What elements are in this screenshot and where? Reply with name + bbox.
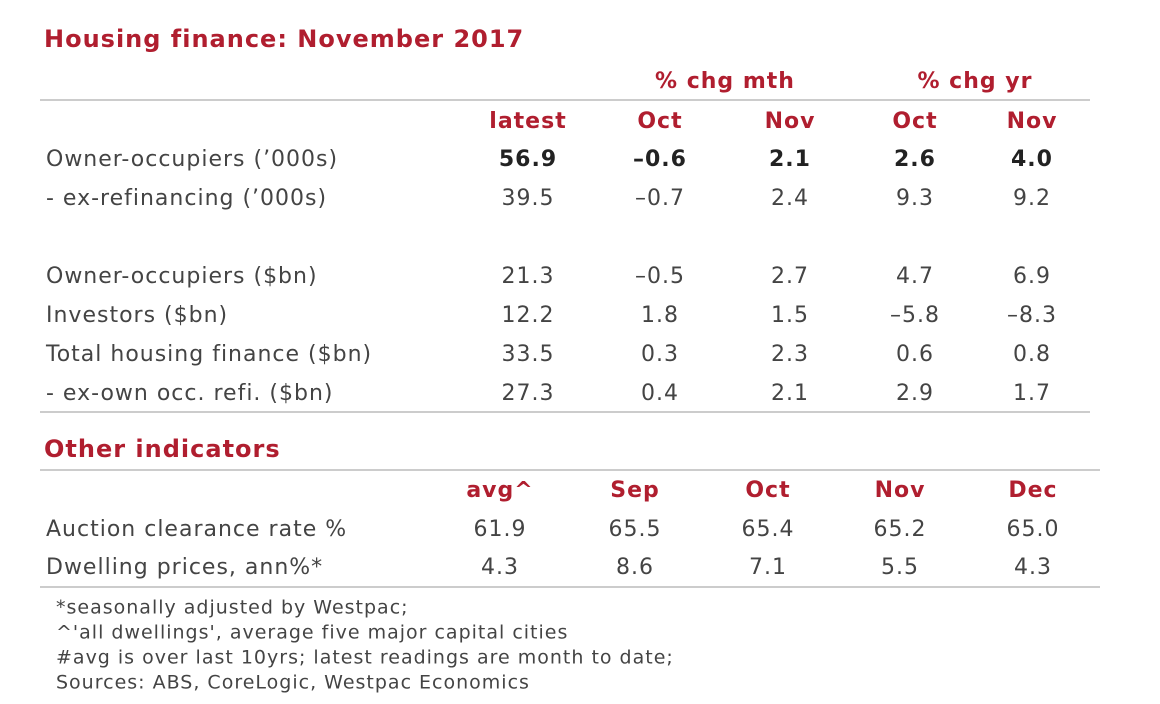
row-label: Investors ($bn) (46, 303, 228, 328)
column-header: Nov (1007, 109, 1058, 134)
cell: 0.8 (1013, 342, 1051, 367)
cell: 56.9 (499, 147, 557, 172)
cell: 27.3 (502, 381, 555, 406)
cell: 2.1 (771, 381, 809, 406)
column-header: Dec (1008, 478, 1057, 503)
cell: 65.4 (742, 517, 795, 542)
cell: 4.7 (896, 264, 934, 289)
cell: –0.5 (635, 264, 685, 289)
cell: 2.9 (896, 381, 934, 406)
section-title: Other indicators (44, 435, 281, 463)
cell: 0.4 (641, 381, 679, 406)
cell: 4.3 (1014, 555, 1052, 580)
row-label: Dwelling prices, ann%* (46, 555, 323, 580)
row-label: Owner-occupiers ($bn) (46, 264, 318, 289)
cell: 8.6 (616, 555, 654, 580)
row-label: Owner-occupiers (’000s) (46, 147, 338, 172)
cell: 9.3 (896, 186, 934, 211)
column-header: Oct (745, 478, 790, 503)
cell: 1.7 (1013, 381, 1051, 406)
column-header: Nov (765, 109, 816, 134)
cell: 9.2 (1013, 186, 1051, 211)
cell: 65.0 (1007, 517, 1060, 542)
column-header: avg^ (466, 478, 533, 503)
cell: 1.5 (771, 303, 809, 328)
column-header: latest (489, 109, 566, 134)
cell: 1.8 (641, 303, 679, 328)
group-header: % chg yr (917, 69, 1032, 94)
cell: 61.9 (474, 517, 527, 542)
column-header: Oct (637, 109, 682, 134)
cell: 2.1 (769, 147, 811, 172)
column-header: Oct (892, 109, 937, 134)
cell: 65.2 (874, 517, 927, 542)
cell: –0.7 (635, 186, 685, 211)
cell: 12.2 (502, 303, 555, 328)
row-label: Total housing finance ($bn) (45, 342, 372, 367)
column-header: Nov (875, 478, 926, 503)
cell: 5.5 (881, 555, 919, 580)
cell: 2.3 (771, 342, 809, 367)
cell: –8.3 (1007, 303, 1057, 328)
cell: 39.5 (502, 186, 555, 211)
footnote: *seasonally adjusted by Westpac; (56, 597, 409, 619)
cell: 0.3 (641, 342, 679, 367)
cell: 21.3 (502, 264, 555, 289)
cell: 0.6 (896, 342, 934, 367)
cell: 7.1 (749, 555, 787, 580)
column-header: Sep (610, 478, 660, 503)
row-label: - ex-own occ. refi. ($bn) (46, 381, 334, 406)
cell: –0.6 (633, 147, 687, 172)
footnote: Sources: ABS, CoreLogic, Westpac Economi… (56, 672, 530, 694)
cell: 4.0 (1011, 147, 1053, 172)
cell: 65.5 (609, 517, 662, 542)
row-label: Auction clearance rate % (46, 517, 347, 542)
title: Housing finance: November 2017 (44, 25, 524, 53)
cell: 2.6 (894, 147, 936, 172)
footnote: #avg is over last 10yrs; latest readings… (56, 647, 674, 669)
cell: 2.4 (771, 186, 809, 211)
cell: 33.5 (502, 342, 555, 367)
footnote: ^'all dwellings', average five major cap… (56, 622, 568, 644)
cell: 6.9 (1013, 264, 1051, 289)
cell: –5.8 (890, 303, 940, 328)
group-header: % chg mth (655, 69, 795, 94)
row-label: - ex-refinancing (’000s) (46, 186, 327, 211)
cell: 2.7 (771, 264, 809, 289)
cell: 4.3 (481, 555, 519, 580)
